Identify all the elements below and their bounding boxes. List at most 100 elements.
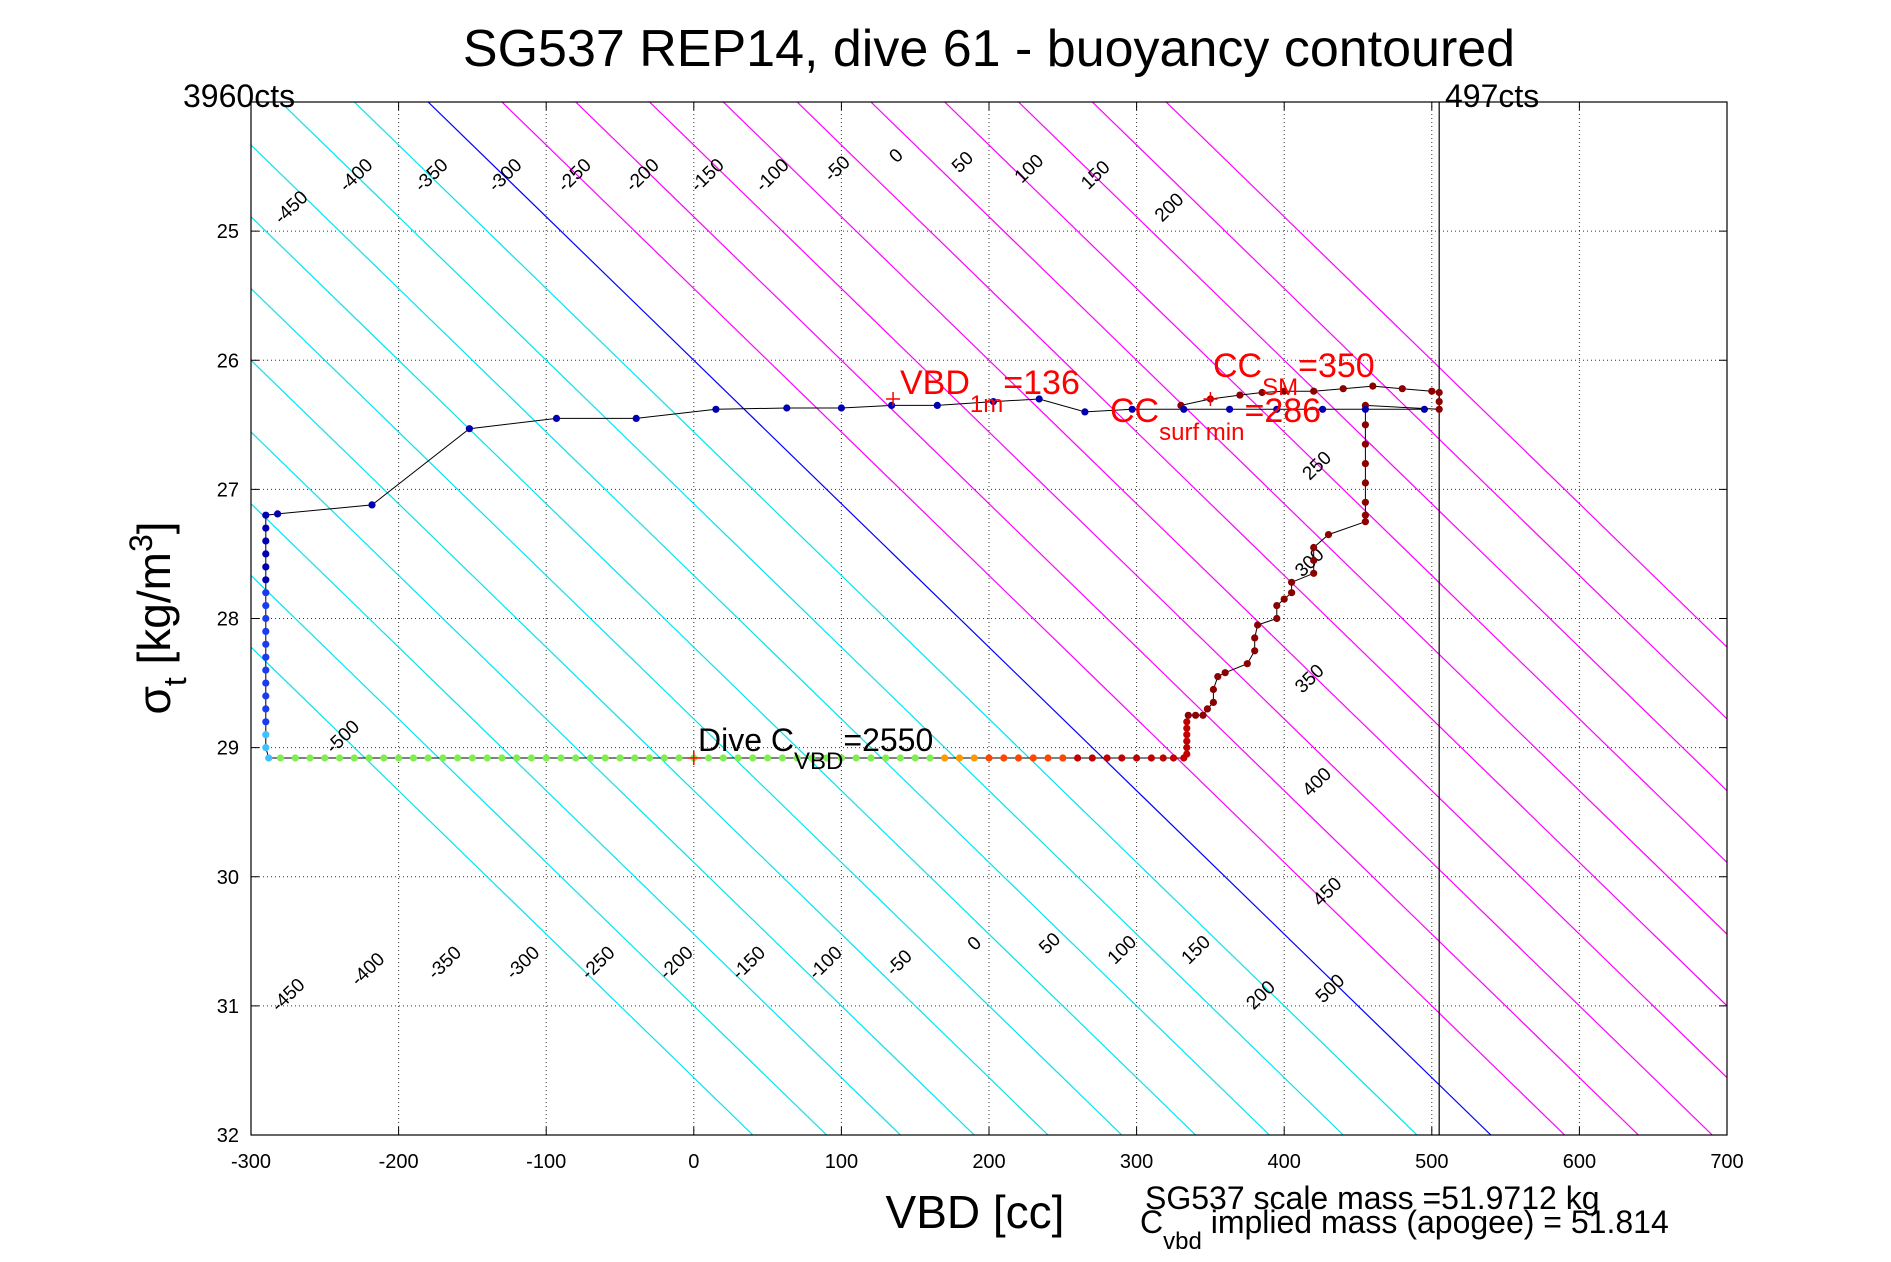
data-point xyxy=(705,754,713,762)
data-point xyxy=(1361,440,1369,448)
vbd-1m-label: VBD1m=136 xyxy=(900,364,1080,418)
data-point xyxy=(1199,711,1207,719)
contour-line xyxy=(1018,102,1727,792)
contour-line xyxy=(280,102,1344,1135)
data-point xyxy=(1088,754,1096,762)
data-point xyxy=(424,754,432,762)
data-point xyxy=(941,754,949,762)
data-point xyxy=(380,754,388,762)
data-point xyxy=(395,754,403,762)
data-point xyxy=(262,679,270,687)
top-right-counts-label: 497cts xyxy=(1445,78,1539,114)
data-point xyxy=(867,754,875,762)
data-point xyxy=(793,754,801,762)
data-point xyxy=(262,602,270,610)
data-point xyxy=(1319,405,1327,413)
data-point xyxy=(262,692,270,700)
data-point xyxy=(262,576,270,584)
data-point xyxy=(911,754,919,762)
y-tick-label: 29 xyxy=(217,738,239,760)
data-point xyxy=(645,754,654,762)
data-point xyxy=(1398,385,1406,393)
data-point xyxy=(1288,578,1296,586)
contour-line xyxy=(575,102,1639,1135)
data-point xyxy=(778,754,787,762)
data-point xyxy=(1081,408,1089,416)
data-point xyxy=(712,405,720,413)
data-point xyxy=(306,754,314,762)
data-point xyxy=(1310,569,1318,577)
y-tick-label: 27 xyxy=(217,479,239,501)
data-point xyxy=(1000,754,1008,762)
data-point xyxy=(1147,754,1155,762)
buoyancy-contours xyxy=(251,102,1727,1135)
y-tick-label: 25 xyxy=(217,221,239,243)
data-point xyxy=(1258,388,1266,397)
data-point xyxy=(1183,737,1191,745)
data-point xyxy=(1361,479,1369,487)
data-point xyxy=(1361,518,1369,526)
y-axis-unit-close: ] xyxy=(128,521,180,534)
data-point xyxy=(616,754,624,762)
contour-line xyxy=(251,431,975,1135)
data-point xyxy=(837,404,846,412)
footer-implied-rest: implied mass (apogee) = 51.814 xyxy=(1202,1204,1669,1240)
data-point xyxy=(764,754,772,762)
data-point xyxy=(465,425,473,433)
data-point xyxy=(1280,387,1288,395)
contour-line xyxy=(870,102,1727,935)
y-tick-label: 32 xyxy=(217,1125,239,1147)
data-point xyxy=(783,404,791,412)
data-point xyxy=(1226,405,1234,413)
data-point xyxy=(368,501,376,509)
data-point xyxy=(955,754,964,762)
data-point xyxy=(1180,754,1188,762)
data-point xyxy=(719,754,727,762)
data-point xyxy=(989,398,998,406)
contour-line xyxy=(944,102,1727,864)
data-point xyxy=(1103,754,1111,762)
y-axis-unit-open: [kg/m xyxy=(128,552,180,677)
data-point xyxy=(274,510,282,518)
data-point xyxy=(1280,595,1288,603)
data-point xyxy=(1044,754,1052,762)
data-point xyxy=(1251,634,1259,642)
grid xyxy=(251,102,1727,1135)
data-point xyxy=(336,754,344,762)
contour-line xyxy=(501,102,1566,1135)
data-point xyxy=(1361,421,1369,429)
footer-implied-mass: Cvbd implied mass (apogee) = 51.814 xyxy=(1140,1204,1669,1255)
contour-line xyxy=(251,574,828,1135)
data-point xyxy=(837,754,846,762)
data-point xyxy=(572,754,580,762)
data-point xyxy=(1180,405,1188,413)
x-tick-label: -200 xyxy=(379,1151,419,1173)
data-point xyxy=(926,754,934,762)
y-tick-label: 28 xyxy=(217,609,239,631)
data-point xyxy=(823,754,831,762)
data-point xyxy=(1214,673,1222,681)
contour-line xyxy=(1091,102,1727,720)
x-tick-label: 0 xyxy=(688,1151,699,1173)
dive-trajectory xyxy=(262,102,1443,1135)
data-point xyxy=(542,754,550,762)
y-tick-label: 26 xyxy=(217,350,239,372)
contour-line xyxy=(796,102,1727,1007)
data-point xyxy=(276,754,285,762)
data-point xyxy=(1184,711,1192,719)
contour-line xyxy=(722,102,1727,1079)
data-point xyxy=(896,754,905,762)
contour-line xyxy=(251,502,901,1135)
data-point xyxy=(1183,718,1191,726)
data-point xyxy=(468,754,476,762)
data-point xyxy=(1420,405,1428,413)
data-point xyxy=(586,754,595,762)
cc-sm-label: CCSM=350 xyxy=(1213,347,1375,401)
data-point xyxy=(1254,621,1262,629)
data-point xyxy=(601,754,609,762)
contour-line xyxy=(251,646,754,1135)
y-tick-label: 30 xyxy=(217,867,239,889)
data-point xyxy=(262,731,270,739)
